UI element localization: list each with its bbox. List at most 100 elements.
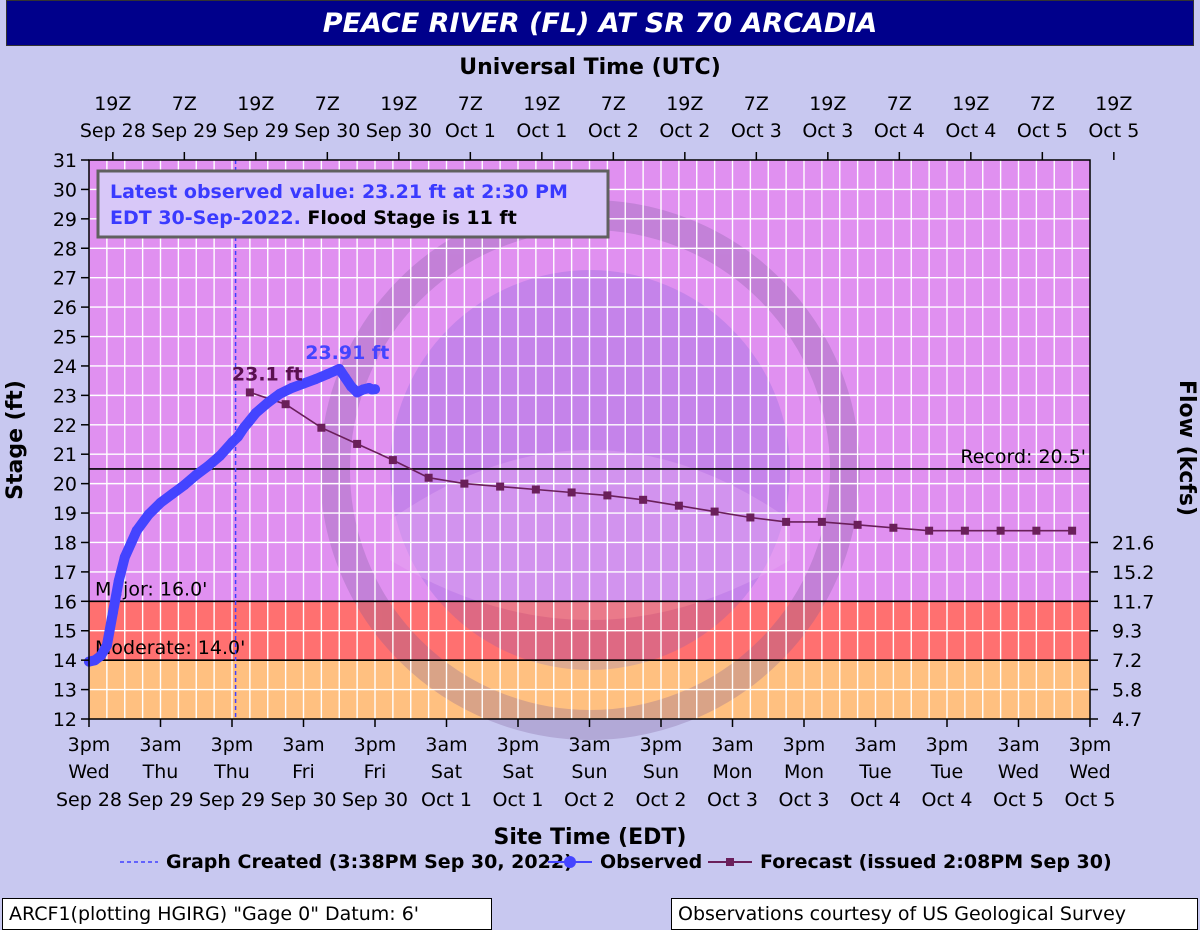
bottom-tick-date: Sep 28 <box>56 789 122 811</box>
y-axis-title: Stage (ft) <box>3 380 28 500</box>
top-tick-date: Sep 29 <box>151 120 217 142</box>
y-tick-label: 18 <box>53 532 77 554</box>
bottom-tick-day: Fri <box>364 761 387 783</box>
y-tick-label: 29 <box>53 209 77 231</box>
bottom-tick-date: Oct 1 <box>421 789 472 811</box>
chart-title: PEACE RIVER (FL) AT SR 70 ARCADIA <box>6 0 1194 46</box>
top-tick-label: 7Z <box>601 93 626 115</box>
bottom-tick-time: 3pm <box>497 734 540 756</box>
bottom-tick-date: Oct 2 <box>636 789 687 811</box>
forecast-point <box>674 501 683 510</box>
legend-forecast-square <box>726 858 734 866</box>
y-tick-label: 14 <box>53 650 77 672</box>
top-tick-date: Sep 30 <box>366 120 432 142</box>
y-tick-label: 27 <box>53 268 77 290</box>
top-tick-label: 7Z <box>315 93 340 115</box>
observed-point <box>119 552 130 563</box>
observed-point <box>238 422 249 433</box>
forecast-point <box>317 423 326 432</box>
bottom-tick-date: Oct 4 <box>922 789 973 811</box>
bottom-tick-time: 3am <box>711 734 753 756</box>
observed-point <box>167 488 178 499</box>
bottom-tick-date: Oct 1 <box>493 789 544 811</box>
legend-graph-created-label: Graph Created (3:38PM Sep 30, 2022) <box>166 851 573 873</box>
observed-point <box>322 369 333 380</box>
observed-peak-label: 23.91 ft <box>305 342 389 364</box>
flow-tick-label: 15.2 <box>1112 562 1154 584</box>
top-tick-label: 7Z <box>887 93 912 115</box>
top-tick-date: Oct 2 <box>659 120 710 142</box>
bottom-tick-time: 3am <box>568 734 610 756</box>
info-date: EDT 30-Sep-2022. <box>110 207 301 229</box>
observed-point <box>334 363 345 374</box>
observed-point <box>101 640 112 651</box>
forecast-point <box>1068 526 1077 535</box>
y-tick-label: 13 <box>53 680 77 702</box>
info-flood-stage: EDT 30-Sep-2022. Flood Stage is 11 ft <box>110 207 517 229</box>
observed-series <box>84 363 380 667</box>
top-tick-date: Oct 3 <box>802 120 853 142</box>
forecast-point <box>1032 526 1041 535</box>
threshold-label: Record: 20.5' <box>960 446 1086 468</box>
forecast-point <box>496 482 505 491</box>
bottom-tick-time: 3pm <box>640 734 683 756</box>
observed-point <box>310 374 321 385</box>
forecast-point <box>424 473 433 482</box>
top-tick-label: 7Z <box>744 93 769 115</box>
observed-point <box>298 378 309 389</box>
forecast-point <box>925 526 934 535</box>
legend: Graph Created (3:38PM Sep 30, 2022) Obser… <box>120 851 1112 873</box>
info-box-frame <box>96 169 610 239</box>
forecast-point <box>353 439 362 448</box>
flow-tick-label: 4.7 <box>1112 709 1142 731</box>
bottom-tick-day: Mon <box>784 761 824 783</box>
observed-point <box>232 431 243 442</box>
flow-tick-label: 11.7 <box>1112 591 1154 613</box>
bottom-tick-day: Thu <box>213 761 250 783</box>
observed-point <box>155 497 166 508</box>
forecast-point <box>281 400 290 409</box>
bottom-tick-date: Oct 3 <box>707 789 758 811</box>
observed-point <box>274 388 285 399</box>
forecast-point <box>639 495 648 504</box>
top-tick-label: 19Z <box>94 93 131 115</box>
info-latest-value: Latest observed value: 23.21 ft at 2:30 … <box>110 181 568 203</box>
top-tick-label: 19Z <box>666 93 703 115</box>
top-tick-date: Oct 2 <box>588 120 639 142</box>
bottom-tick-time: 3pm <box>211 734 254 756</box>
bottom-tick-day: Wed <box>68 761 109 783</box>
top-tick-date: Sep 30 <box>294 120 360 142</box>
bottom-tick-date: Sep 30 <box>342 789 408 811</box>
y-tick-label: 17 <box>53 562 77 584</box>
y-tick-label: 30 <box>53 179 77 201</box>
forecast-point <box>889 523 898 532</box>
top-tick-date: Sep 29 <box>223 120 289 142</box>
forecast-point <box>782 517 791 526</box>
y-tick-label: 22 <box>53 415 77 437</box>
top-tick-date: Oct 4 <box>945 120 996 142</box>
y-tick-label: 12 <box>53 709 77 731</box>
bottom-tick-date: Oct 5 <box>1065 789 1116 811</box>
bottom-tick-day: Sat <box>502 761 533 783</box>
observed-line <box>84 363 380 667</box>
top-tick-label: 19Z <box>380 93 417 115</box>
observed-point <box>215 450 226 461</box>
bottom-tick-time: 3pm <box>354 734 397 756</box>
bottom-tick-time: 3am <box>425 734 467 756</box>
observed-point <box>370 384 380 395</box>
bottom-tick-date: Sep 30 <box>270 789 336 811</box>
top-tick-label: 19Z <box>1095 93 1132 115</box>
observed-point <box>95 650 106 661</box>
forecast-point <box>567 488 576 497</box>
bottom-tick-time: 3am <box>854 734 896 756</box>
y-tick-label: 16 <box>53 591 77 613</box>
grid-lines <box>89 160 1090 719</box>
bottom-tick-date: Oct 5 <box>993 789 1044 811</box>
legend-forecast-label: Forecast (issued 2:08PM Sep 30) <box>760 851 1112 873</box>
bottom-tick-time: 3pm <box>783 734 826 756</box>
bottom-tick-day: Wed <box>1069 761 1110 783</box>
bottom-tick-day: Tue <box>930 761 963 783</box>
forecast-point <box>746 513 755 522</box>
threshold-label: Moderate: 14.0' <box>95 637 245 659</box>
